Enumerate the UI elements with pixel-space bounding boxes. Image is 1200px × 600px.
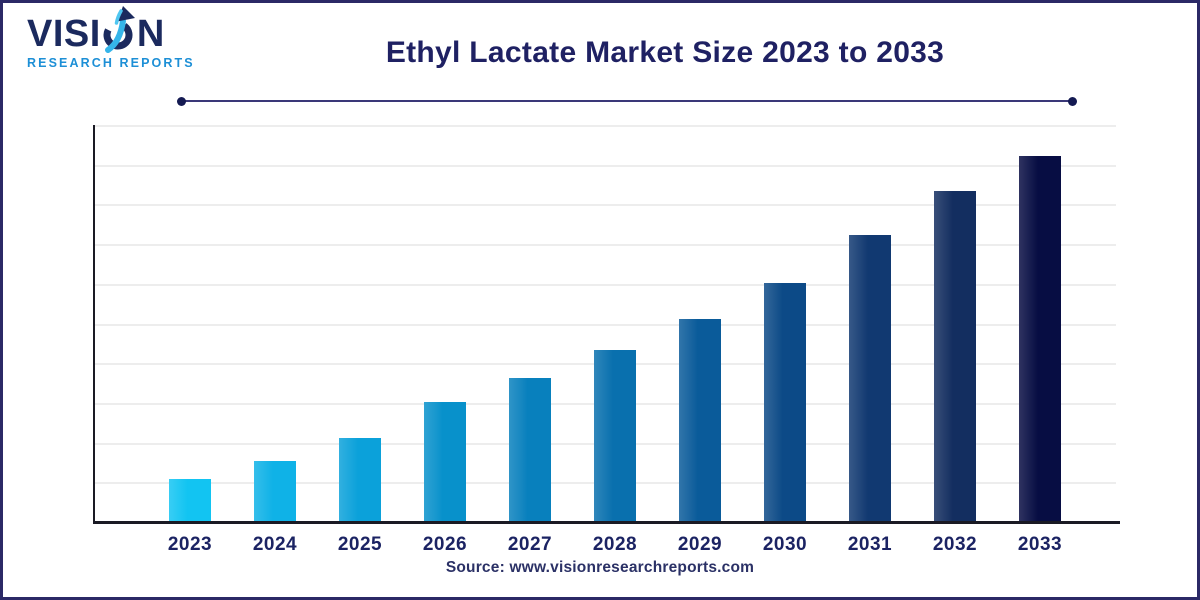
brand-text-suffix: N <box>136 13 165 55</box>
bar-2033 <box>1019 156 1061 521</box>
x-axis-label-2030: 2030 <box>762 534 808 555</box>
bar-2025 <box>339 438 381 521</box>
x-axis-label-2026: 2026 <box>422 534 468 555</box>
bar-2026 <box>424 402 466 521</box>
plot-area: 2023 2024 2025 2026 2027 2028 2029 2030 2031 2032… <box>93 125 1120 555</box>
x-axis-label-2025: 2025 <box>337 534 383 555</box>
page-title: Ethyl Lactate Market Size 2023 to 2033 <box>385 36 945 69</box>
x-axis-label-2033: 2033 <box>1017 534 1063 555</box>
x-axis-label-2032: 2032 <box>932 534 978 555</box>
brand-wordmark: VISI N <box>27 6 195 55</box>
bar-2031 <box>849 235 891 521</box>
bar-2028 <box>594 350 636 521</box>
gridline <box>95 244 1116 247</box>
gridline <box>95 204 1116 207</box>
x-axis-label-2027: 2027 <box>507 534 553 555</box>
brand-text-prefix: VISI <box>27 13 101 55</box>
gridline <box>95 283 1116 286</box>
bar-2023 <box>169 479 211 521</box>
title-divider-line <box>177 96 1077 106</box>
brand-tagline: RESEARCH REPORTS <box>27 56 195 70</box>
gridline <box>95 323 1116 326</box>
x-axis-line <box>93 521 1120 524</box>
bar-2032 <box>934 191 976 521</box>
brand-logo: VISI N RESEARCH REPORTS <box>27 6 195 70</box>
x-axis-label-2024: 2024 <box>252 534 298 555</box>
x-axis-label-2023: 2023 <box>167 534 213 555</box>
x-axis-label-2028: 2028 <box>592 534 638 555</box>
gridline <box>95 125 1116 127</box>
x-axis-label-2029: 2029 <box>677 534 723 555</box>
x-axis-label-2031: 2031 <box>847 534 893 555</box>
bar-2029 <box>679 319 721 521</box>
source-credit: Source: www.visionresearchreports.com <box>445 559 755 576</box>
bar-2024 <box>254 461 296 521</box>
gridline <box>95 164 1116 167</box>
logo-arrow-drop-icon <box>103 6 135 53</box>
divider-dot-left-icon <box>177 96 186 106</box>
bar-2030 <box>764 283 806 521</box>
bar-2027 <box>509 378 551 521</box>
divider-dot-right-icon <box>1068 96 1077 106</box>
